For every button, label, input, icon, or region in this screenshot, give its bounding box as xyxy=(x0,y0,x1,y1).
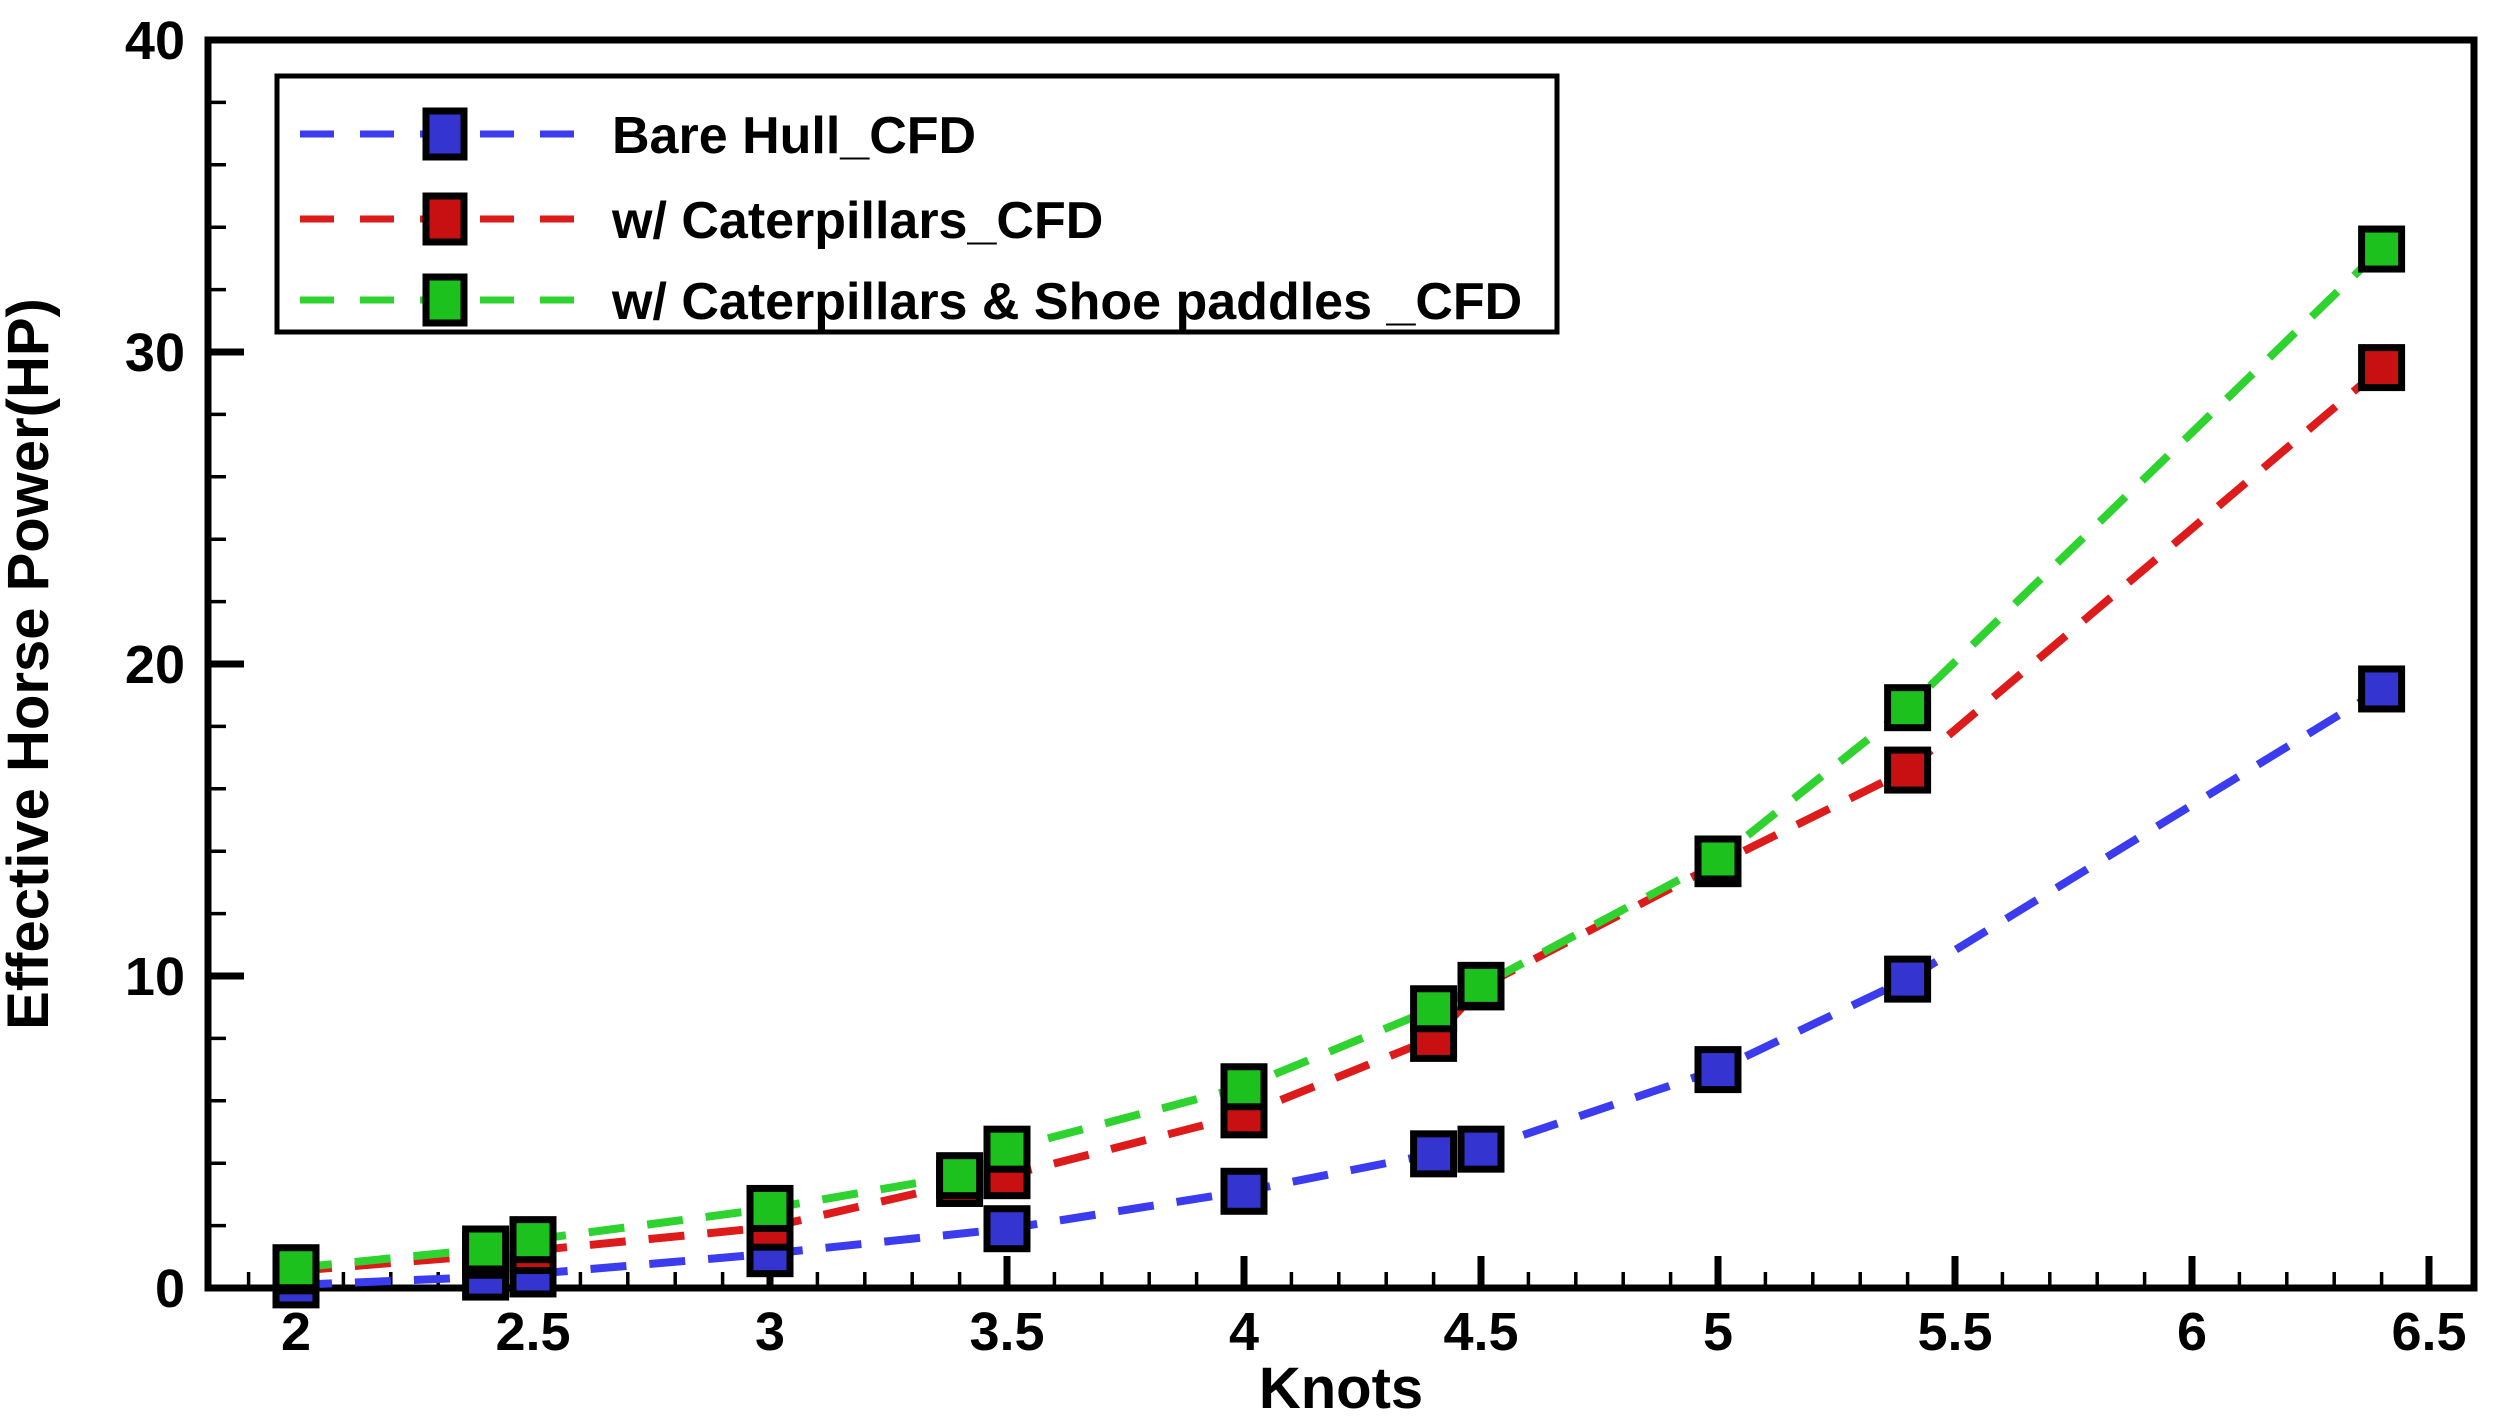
x-tick-label: 5.5 xyxy=(1917,1302,1992,1362)
y-tick-label: 0 xyxy=(155,1259,185,1319)
y-tick-label: 20 xyxy=(125,635,185,695)
marker-0 xyxy=(1884,955,1932,1003)
legend-label: Bare Hull_CFD xyxy=(612,107,976,165)
x-axis-ticks: 2 2.5 3 3.5 4 4.5 5 5.5 6 6.5 xyxy=(281,1256,2467,1362)
y-tick-label: 30 xyxy=(125,323,185,383)
legend: Bare Hull_CFD w/ Caterpillars_CFD w/ Cater… xyxy=(274,73,1560,335)
marker-1 xyxy=(2358,344,2406,392)
x-tick-label: 2.5 xyxy=(495,1302,570,1362)
marker-0 xyxy=(1694,1046,1742,1094)
marker-2 xyxy=(1410,985,1458,1033)
y-tick-label: 10 xyxy=(125,947,185,1007)
legend-box xyxy=(274,73,1560,335)
x-tick-label: 4 xyxy=(1229,1302,1259,1362)
y-axis-minor-ticks xyxy=(208,100,226,1228)
series-markers xyxy=(272,225,2406,1309)
marker-0 xyxy=(1220,1167,1268,1215)
marker-2 xyxy=(1694,835,1742,883)
x-tick-label: 6 xyxy=(2177,1302,2207,1362)
marker-2 xyxy=(462,1225,510,1273)
marker-0 xyxy=(1410,1130,1458,1178)
marker-0 xyxy=(1457,1125,1505,1173)
legend-marker xyxy=(422,192,468,246)
series-line-2 xyxy=(295,246,2385,1272)
y-tick-label: 40 xyxy=(125,11,185,71)
marker-2 xyxy=(983,1125,1031,1173)
series-line-1 xyxy=(295,364,2385,1275)
legend-entry-0: Bare Hull_CFD xyxy=(300,107,976,165)
legend-label: w/ Caterpillars_CFD xyxy=(611,192,1103,250)
x-axis-minor-ticks xyxy=(246,1272,2384,1288)
marker-1 xyxy=(1884,746,1932,794)
marker-0 xyxy=(983,1205,1031,1253)
series-lines xyxy=(295,246,2385,1289)
marker-2 xyxy=(272,1244,320,1292)
marker-0 xyxy=(2358,665,2406,713)
legend-marker xyxy=(422,273,468,327)
marker-2 xyxy=(746,1184,794,1232)
y-axis-ticks: 0 10 20 30 40 xyxy=(125,11,244,1319)
marker-2 xyxy=(1220,1063,1268,1111)
legend-marker xyxy=(422,107,468,161)
x-tick-label: 4.5 xyxy=(1443,1302,1518,1362)
legend-label: w/ Caterpillars & Shoe paddles _CFD xyxy=(611,273,1522,331)
x-axis-title: Knots xyxy=(1259,1356,1423,1421)
legend-entry-1: w/ Caterpillars_CFD xyxy=(300,192,1103,250)
marker-2 xyxy=(1884,684,1932,732)
marker-2 xyxy=(2358,225,2406,273)
marker-2 xyxy=(936,1152,984,1200)
y-axis-title: Effective Horse Power(HP) xyxy=(0,298,61,1030)
legend-entry-2: w/ Caterpillars & Shoe paddles _CFD xyxy=(300,273,1522,331)
x-tick-label: 5 xyxy=(1703,1302,1733,1362)
marker-2 xyxy=(1457,961,1505,1009)
x-tick-label: 3 xyxy=(755,1302,785,1362)
series-line-0 xyxy=(295,685,2384,1289)
marker-2 xyxy=(509,1216,557,1264)
x-tick-label: 2 xyxy=(281,1302,311,1362)
x-tick-label: 3.5 xyxy=(969,1302,1044,1362)
x-tick-label: 6.5 xyxy=(2391,1302,2466,1362)
